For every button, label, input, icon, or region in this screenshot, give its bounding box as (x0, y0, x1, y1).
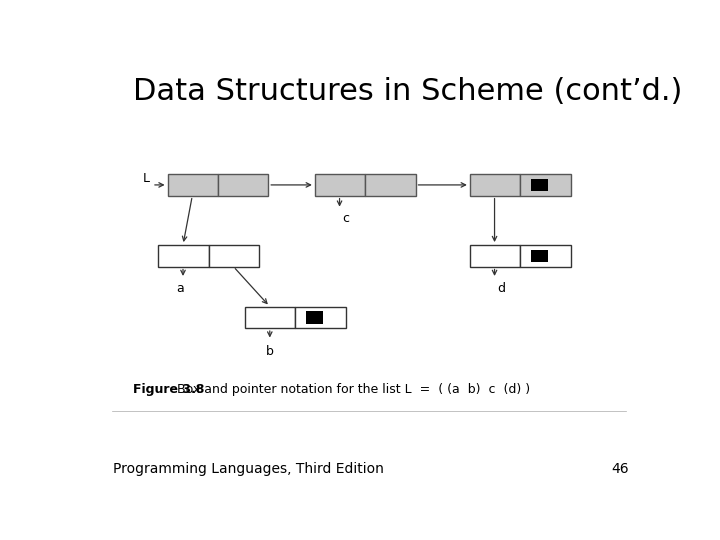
Bar (306, 311, 323, 323)
Bar (168, 174, 218, 195)
Bar (295, 307, 346, 328)
Text: L: L (143, 172, 150, 185)
Bar (520, 245, 570, 267)
Text: Data Structures in Scheme (cont’d.): Data Structures in Scheme (cont’d.) (132, 77, 682, 106)
Bar (531, 179, 548, 191)
Bar (531, 249, 548, 262)
Bar (520, 174, 570, 195)
Bar (245, 307, 295, 328)
Bar (218, 174, 269, 195)
Text: Figure 3.8: Figure 3.8 (132, 383, 204, 396)
Bar (469, 174, 520, 195)
Bar (158, 245, 209, 267)
Text: Programming Languages, Third Edition: Programming Languages, Third Edition (113, 462, 384, 476)
Bar (315, 174, 365, 195)
Text: 46: 46 (611, 462, 629, 476)
Text: b: b (266, 345, 274, 357)
Bar (209, 245, 259, 267)
Text: Box and pointer notation for the list L  =  ( (a  b)  c  (d) ): Box and pointer notation for the list L … (173, 383, 530, 396)
Text: a: a (176, 281, 184, 295)
Bar (365, 174, 415, 195)
Bar (469, 245, 520, 267)
Text: d: d (498, 281, 505, 295)
Text: c: c (343, 212, 350, 225)
